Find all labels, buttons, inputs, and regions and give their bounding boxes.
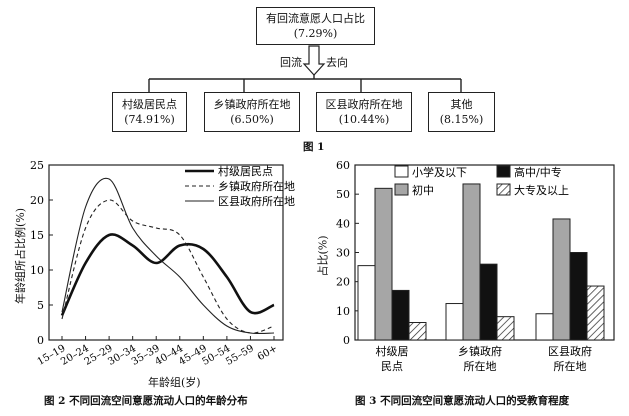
bar-chart-ytick-label: 30 <box>336 247 350 260</box>
fig1-connectors <box>148 45 462 92</box>
fig1-root-value: (7.29%) <box>293 27 338 40</box>
fig1-child-value: (8.15%) <box>439 113 484 126</box>
bar-chart-legend-label: 小学及以下 <box>412 165 467 179</box>
fig1-caption: 图 1 <box>303 141 325 153</box>
bar-chart-legend-label: 大专及以上 <box>514 183 569 197</box>
bar-chart-xtick-label: 区县政府 <box>548 344 592 358</box>
bar-chart-legend-label: 初中 <box>412 183 434 197</box>
bar-chart-ytick-label: 40 <box>336 217 350 230</box>
fig1-child-box-township: 乡镇政府所在地 (6.50%) <box>204 92 300 132</box>
bar-chart-bar <box>535 313 554 341</box>
line-chart-frame <box>48 164 284 341</box>
bar-chart-ytick-label: 0 <box>343 334 350 347</box>
bar-chart-bar <box>479 263 498 341</box>
bar-chart-ytick-label: 20 <box>336 276 350 289</box>
line-chart-caption: 图 2 不同回流空间意愿流动人口的年龄分布 <box>44 395 248 407</box>
bar-chart-xtick-label: 民点 <box>381 360 403 373</box>
bar-chart-caption: 图 3 不同回流空间意愿流动人口的受教育程度 <box>355 395 570 407</box>
fig1-child-box-county: 区县政府所在地 (10.44%) <box>316 92 412 132</box>
line-chart-ytick-label: 10 <box>30 264 44 277</box>
bar-chart-bar <box>408 322 427 341</box>
line-chart-ytick-label: 15 <box>30 229 44 242</box>
fig1-child-value: (10.44%) <box>338 113 390 126</box>
fig1-child-name: 村级居民点 <box>122 98 177 111</box>
line-chart-legend-label: 区县政府所在地 <box>218 194 295 208</box>
fig1-arrow-right-label: 去向 <box>326 56 348 69</box>
bar-chart-ytick-label: 50 <box>336 188 350 201</box>
line-chart-legend-label: 乡镇政府所在地 <box>218 179 295 193</box>
line-chart-legend-label: 村级居民点 <box>218 164 273 178</box>
bar-chart-legend-swatch <box>496 183 511 196</box>
fig1-arrow-left-label: 回流 <box>280 56 302 69</box>
bar-chart-legend-label: 高中/中专 <box>514 165 562 179</box>
bar-chart-bar <box>462 183 481 341</box>
bar-chart-legend-swatch <box>394 183 409 196</box>
line-chart-ytick-label: 25 <box>30 159 44 172</box>
bar-chart-ytick-label: 60 <box>336 159 350 172</box>
bar-chart-bar <box>496 316 515 341</box>
line-chart-series-0 <box>60 233 275 317</box>
line-chart-series-1 <box>61 199 275 334</box>
bar-chart-legend-swatch <box>496 165 511 178</box>
line-chart-ytick-label: 20 <box>30 194 44 207</box>
bar-chart-bar <box>445 303 464 341</box>
bar-chart-bar <box>391 289 410 341</box>
bar-chart-xtick-label: 村级居 <box>376 344 409 358</box>
bar-chart-ytick-label: 10 <box>336 305 350 318</box>
bar-chart-legend-swatch <box>394 165 409 178</box>
line-chart-xlabel: 年龄组(岁) <box>148 376 201 389</box>
fig1-root-box: 有回流意愿人口占比 (7.29%) <box>256 7 375 45</box>
bar-chart-xtick-label: 所在地 <box>464 360 497 373</box>
fig1-child-value: (74.91%) <box>124 113 175 126</box>
bar-chart-xtick-label: 所在地 <box>554 360 587 373</box>
bar-chart-bar <box>586 285 605 341</box>
bar-chart-bar <box>552 218 571 341</box>
bar-chart-bar <box>374 187 393 341</box>
fig1-child-name: 区县政府所在地 <box>325 98 403 111</box>
fig1-child-name: 乡镇政府所在地 <box>213 98 291 111</box>
line-chart-series-2 <box>61 177 275 335</box>
fig1-child-box-other: 其他 (8.15%) <box>428 92 495 132</box>
bar-chart-xtick-label: 乡镇政府 <box>458 344 502 358</box>
fig1-child-value: (6.50%) <box>230 113 274 126</box>
fig1-child-box-village: 村级居民点 (74.91%) <box>112 92 187 132</box>
line-chart-ytick-label: 0 <box>37 334 44 347</box>
bar-chart-ylabel: 占比(%) <box>316 235 330 277</box>
fig1-child-name: 其他 <box>450 98 473 111</box>
fig1-root-title: 有回流意愿人口占比 <box>266 12 365 25</box>
bar-chart-bar <box>357 265 376 341</box>
bar-chart-bar <box>569 252 588 341</box>
line-chart-ytick-label: 5 <box>37 299 44 312</box>
